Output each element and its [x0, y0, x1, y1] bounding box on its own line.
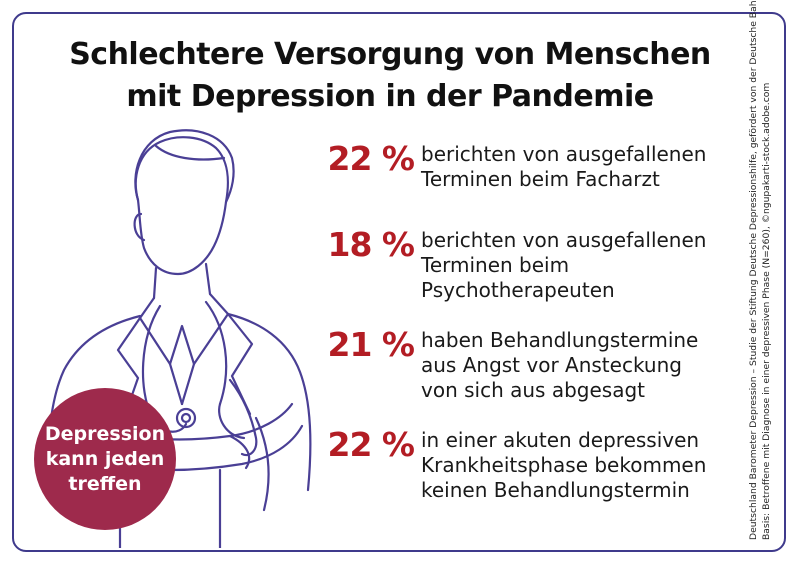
badge-line: treffen: [68, 472, 142, 495]
stat-item: 22 % in einer akuten depressiven Krankhe…: [318, 425, 741, 528]
stat-item: 21 % haben Behandlungstermine aus Angst …: [318, 325, 741, 428]
source-line-2: Basis: Betroffene mit Diagnose in einer …: [760, 82, 772, 540]
stat-line: von sich aus abgesagt: [421, 378, 645, 402]
stat-line: aus Angst vor Ansteckung: [421, 353, 682, 377]
stat-line: berichten von ausgefallenen: [421, 228, 707, 252]
title-line-2: mit Depression in der Pandemie: [126, 79, 654, 114]
slogan-badge: Depression kann jeden treffen: [34, 388, 176, 530]
title-line-1: Schlechtere Versorgung von Menschen: [69, 37, 711, 72]
source-credit: Deutschland Barometer Depression – Studi…: [748, 0, 773, 540]
stat-item: 18 % berichten von ausgefallenen Termine…: [318, 225, 741, 328]
stat-percent: 21 %: [327, 325, 415, 364]
badge-line: kann jeden: [45, 447, 165, 470]
stat-percent: 22 %: [327, 139, 415, 178]
stat-item: 22 % berichten von ausgefallenen Termine…: [318, 139, 741, 228]
stat-description: in einer akuten depressiven Krankheitsph…: [421, 428, 741, 503]
badge-line: Depression: [44, 422, 166, 445]
stat-line: Psychotherapeuten: [421, 278, 615, 302]
stat-percent: 18 %: [327, 225, 415, 264]
stat-line: in einer akuten depressiven: [421, 428, 700, 452]
stat-line: haben Behandlungstermine: [421, 328, 699, 352]
stat-percent: 22 %: [327, 425, 415, 464]
stat-line: Terminen beim Facharzt: [421, 167, 660, 191]
stat-description: berichten von ausgefallenen Terminen bei…: [421, 142, 741, 192]
stat-description: berichten von ausgefallenen Terminen bei…: [421, 228, 741, 303]
page-title: Schlechtere Versorgung von Menschen mit …: [40, 34, 740, 118]
stat-line: berichten von ausgefallenen: [421, 142, 707, 166]
stat-line: Terminen beim: [421, 253, 570, 277]
source-line-1: Deutschland Barometer Depression – Studi…: [748, 0, 759, 540]
stat-line: keinen Behandlungstermin: [421, 478, 690, 502]
stat-line: Krankheitsphase bekommen: [421, 453, 707, 477]
stat-description: haben Behandlungstermine aus Angst vor A…: [421, 328, 741, 403]
statistics-list: 22 % berichten von ausgefallenen Termine…: [318, 139, 741, 528]
